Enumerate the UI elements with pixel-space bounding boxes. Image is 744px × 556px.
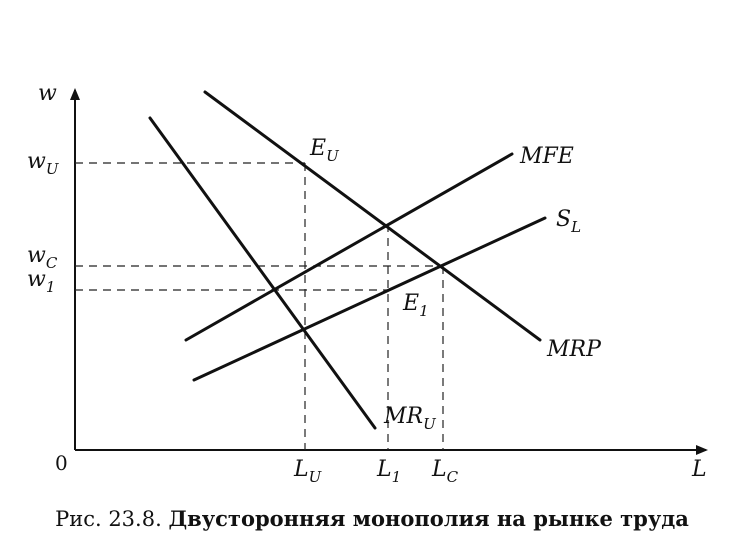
caption-title: Двусторонняя монополия на рынке труда [168, 506, 689, 531]
mrp-label: MRP [546, 337, 602, 362]
sl-curve [192, 216, 547, 382]
tick-wC: wC [27, 243, 58, 272]
figure-caption: Рис. 23.8. Двусторонняя монополия на рын… [0, 506, 744, 531]
caption-prefix: Рис. 23.8. [55, 507, 162, 531]
mfe-label: MFE [519, 144, 574, 169]
tick-L1: L1 [376, 457, 401, 486]
e1-label: E1 [402, 291, 429, 320]
mrp-curve [203, 90, 542, 342]
mru-curve [148, 116, 377, 430]
origin-label: 0 [55, 451, 68, 475]
y-axis-label: w [38, 81, 57, 106]
sl-label: SL [556, 207, 581, 236]
mru-label: MRU [383, 404, 437, 433]
eu-label: EU [309, 136, 340, 165]
tick-LU: LU [293, 457, 323, 486]
x-axis-label: L [691, 457, 707, 482]
mfe-curve [184, 152, 514, 342]
tick-wU: wU [27, 149, 60, 178]
tick-LC: LC [431, 457, 459, 486]
bilateral-monopoly-diagram: w L 0 wU wC w1 LU L1 LC MFE SL MRP MRU E… [27, 81, 708, 486]
tick-w1: w1 [27, 267, 55, 296]
